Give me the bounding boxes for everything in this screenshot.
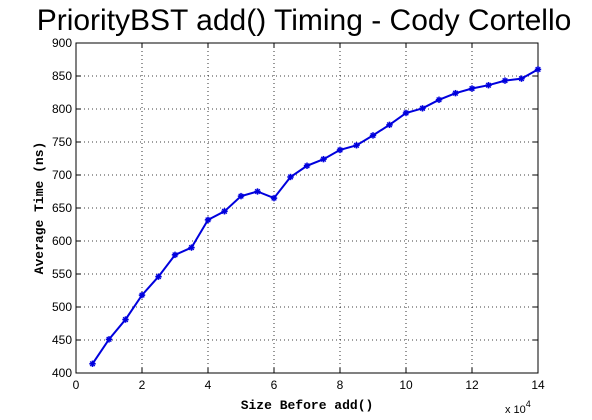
data-point: [237, 192, 245, 200]
data-point: [534, 66, 542, 73]
grid-lines: [76, 43, 538, 373]
data-point-marker: [485, 82, 492, 89]
data-point: [353, 142, 360, 149]
data-point: [485, 82, 492, 89]
data-point: [204, 216, 212, 224]
data-point-marker: [271, 195, 277, 201]
axis-ticks: 0 2 4 6 8 10 12 14 400 450 500 550 600 650 700 750 800 85…: [52, 36, 545, 392]
x-tick-label: 6: [271, 378, 278, 392]
x-tick-label: 4: [205, 378, 212, 392]
data-point: [221, 208, 228, 215]
data-point-marker: [155, 273, 162, 280]
data-point-marker: [436, 96, 442, 103]
series-line: [91, 68, 539, 365]
y-tick-label: 400: [52, 366, 72, 380]
x-axis-multiplier: x 104: [505, 399, 531, 416]
data-point-marker: [304, 162, 310, 169]
data-point-marker: [353, 142, 360, 149]
y-tick-label: 850: [52, 69, 72, 83]
data-point-marker: [106, 336, 112, 343]
data-point-marker: [518, 75, 525, 82]
data-point-marker: [238, 193, 244, 199]
data-point-marker: [89, 360, 96, 367]
x-axis-multiplier-exponent: 4: [526, 399, 531, 409]
data-point: [386, 121, 393, 129]
x-axis-multiplier-base: x 10: [505, 404, 526, 416]
y-tick-label: 750: [52, 135, 72, 149]
data-point: [452, 89, 459, 97]
chart-title: PriorityBST add() Timing - Cody Cortello: [37, 4, 572, 37]
y-tick-label: 800: [52, 102, 72, 116]
data-point-marker: [254, 188, 261, 195]
data-point-marker: [122, 316, 129, 323]
data-point-marker: [469, 85, 475, 92]
x-tick-label: 0: [73, 378, 80, 392]
data-point-marker: [403, 110, 409, 116]
data-point: [435, 96, 443, 103]
y-tick-label: 550: [52, 267, 72, 281]
y-tick-label: 450: [52, 333, 72, 347]
data-point: [419, 105, 426, 112]
data-point: [89, 360, 96, 367]
data-point: [468, 85, 476, 92]
data-point: [320, 155, 327, 163]
y-tick-label: 700: [52, 168, 72, 182]
data-point: [270, 194, 278, 202]
data-point-marker: [172, 252, 178, 258]
data-point: [287, 173, 294, 181]
data-point-marker: [320, 156, 327, 162]
data-point: [155, 273, 162, 280]
data-point-marker: [370, 132, 376, 139]
x-tick-label: 10: [399, 378, 413, 392]
y-tick-label: 600: [52, 234, 72, 248]
data-point-marker: [535, 66, 541, 73]
data-point: [369, 132, 377, 139]
data-point: [303, 162, 311, 169]
data-point: [254, 188, 261, 195]
data-point-marker: [139, 292, 145, 298]
data-point-marker: [287, 174, 294, 180]
data-point: [171, 251, 179, 259]
data-point: [518, 75, 525, 82]
x-tick-label: 14: [531, 378, 545, 392]
x-tick-label: 12: [465, 378, 479, 392]
series-layer: [89, 66, 542, 367]
data-point: [402, 109, 410, 117]
x-tick-label: 2: [139, 378, 146, 392]
x-axis-label: Size Before add(): [241, 398, 374, 413]
data-point: [105, 336, 113, 343]
data-point: [336, 146, 344, 154]
data-point: [138, 291, 146, 299]
x-tick-label: 8: [337, 378, 344, 392]
y-tick-label: 650: [52, 201, 72, 215]
data-point-marker: [188, 244, 195, 251]
data-point-marker: [502, 77, 508, 84]
data-point: [501, 77, 509, 84]
data-point-marker: [221, 208, 228, 215]
y-axis-label: Average Time (ns): [32, 142, 47, 275]
data-point: [122, 316, 129, 323]
data-point: [188, 244, 195, 251]
data-point-marker: [337, 147, 343, 153]
y-tick-label: 900: [52, 36, 72, 50]
y-tick-label: 500: [52, 300, 72, 314]
data-point-marker: [205, 217, 211, 223]
data-point-marker: [419, 105, 426, 112]
data-point-marker: [452, 90, 459, 96]
data-point-marker: [386, 122, 393, 128]
